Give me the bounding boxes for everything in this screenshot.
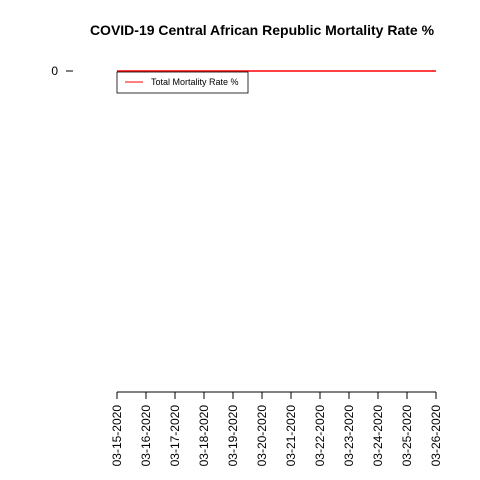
x-tick-label: 03-17-2020 [168, 405, 182, 467]
legend-box [116, 71, 249, 94]
x-tick-label: 03-23-2020 [342, 405, 356, 467]
x-tick-label: 03-15-2020 [110, 405, 124, 467]
x-tick-label: 03-19-2020 [226, 405, 240, 467]
x-tick-label: 03-25-2020 [400, 405, 414, 467]
x-tick-label: 03-18-2020 [197, 405, 211, 467]
x-tick-label: 03-22-2020 [313, 405, 327, 467]
chart-title: COVID-19 Central African Republic Mortal… [90, 22, 435, 38]
x-tick-label: 03-24-2020 [371, 405, 385, 467]
x-tick-label: 03-21-2020 [284, 405, 298, 467]
x-tick-label: 03-20-2020 [255, 405, 269, 467]
y-tick-label: 0 [51, 64, 58, 78]
x-tick-label: 03-26-2020 [429, 405, 443, 467]
legend-label: Total Mortality Rate % [151, 77, 239, 87]
x-tick-label: 03-16-2020 [139, 405, 153, 467]
